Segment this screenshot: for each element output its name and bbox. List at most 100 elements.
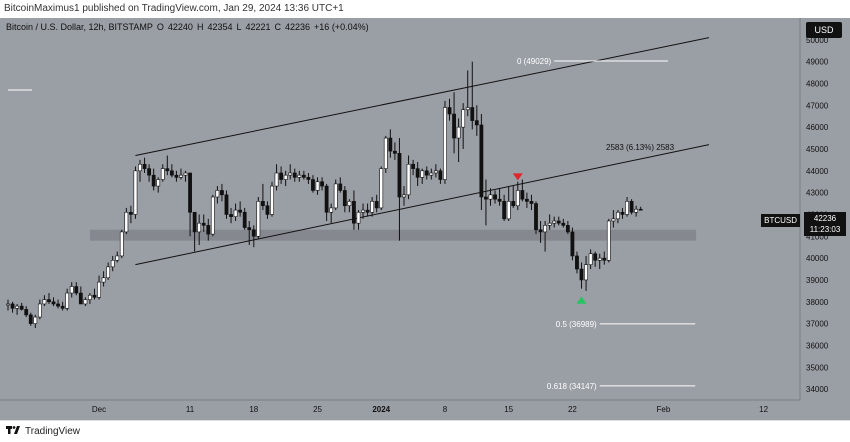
price-tick-label: 48000 [806, 79, 829, 88]
candle-body [270, 185, 274, 215]
fib-level-label: 2583 (6.13%) 2583 [606, 143, 675, 152]
channel-upper-line [135, 37, 710, 157]
time-tick-label: 8 [443, 405, 448, 414]
fib-level-label: 0.5 (36989) [556, 320, 597, 329]
candle-body [329, 207, 334, 213]
channel-lower-line [135, 144, 710, 266]
price-tick-label: 46000 [806, 123, 829, 132]
candle-body [629, 201, 634, 213]
candle-body [119, 231, 124, 257]
candle-body [315, 181, 320, 191]
candle-body [379, 168, 384, 209]
candle-body [406, 163, 411, 196]
candle-body [474, 120, 479, 126]
candle-body [602, 257, 607, 261]
candle-body [506, 201, 511, 220]
price-tick-label: 43000 [806, 189, 829, 198]
candle-body [625, 201, 629, 215]
currency-button[interactable]: USD [806, 22, 842, 38]
candle-body [392, 150, 397, 154]
publication-text: BitcoinMaximus1 published on TradingView… [4, 3, 344, 14]
time-tick-label: 18 [249, 405, 258, 414]
candle-body [56, 303, 60, 307]
candle-body [324, 185, 329, 213]
time-tick-label: 15 [504, 405, 513, 414]
candle-body [215, 190, 220, 198]
symbol-title[interactable]: Bitcoin / U.S. Dollar, 12h, BITSTAMP [6, 22, 153, 32]
candle-body [78, 292, 83, 305]
candle-body [397, 153, 402, 198]
candle-body [311, 179, 315, 191]
candle-body [479, 124, 484, 198]
candle-body [552, 220, 557, 224]
symbol-info-row: Bitcoin / U.S. Dollar, 12h, BITSTAMP O 42… [6, 22, 369, 32]
candle-body [283, 174, 288, 180]
candle-body [142, 163, 147, 169]
candlestick-chart[interactable]: 0 (49029) 2583 (6.13%) 2583 0.5 (36989) 0.6… [0, 18, 850, 420]
candle-body [224, 194, 229, 215]
price-tick-label: 44000 [806, 167, 829, 176]
candle-body [556, 220, 561, 224]
candle-body [470, 107, 475, 121]
candle-body [538, 229, 543, 233]
candle-body [47, 299, 51, 303]
candle-body [288, 172, 293, 176]
candle-body [74, 286, 79, 294]
candle-body [565, 225, 570, 233]
candle-body [520, 190, 525, 200]
candle-body [210, 196, 215, 235]
candle-body [19, 305, 24, 310]
candle-body [297, 174, 302, 178]
candle-body [37, 303, 42, 318]
candle-body [461, 109, 466, 128]
candle-body [456, 126, 461, 139]
price-tick-label: 39000 [806, 276, 829, 285]
candle-body [616, 211, 620, 220]
candle-body [374, 201, 379, 209]
candle-body [420, 170, 425, 178]
candle-body [429, 172, 434, 176]
candle-body [301, 174, 306, 178]
candle-body [15, 305, 20, 309]
candle-body [256, 201, 261, 237]
candle-body [584, 264, 588, 281]
candle-body [97, 281, 101, 298]
candle-body [320, 181, 324, 187]
candle-body [638, 208, 643, 211]
bar-countdown: 11:23:03 [809, 225, 841, 234]
candle-body [411, 163, 416, 169]
candle-body [383, 137, 388, 169]
bullish-marker-icon [576, 296, 587, 304]
pair-label: BTCUSD [761, 214, 800, 227]
candle-body [529, 201, 534, 204]
candle-body [465, 107, 470, 110]
support-zone [89, 229, 697, 241]
candle-body [251, 229, 256, 237]
candle-body [201, 222, 206, 226]
candle-body [60, 305, 65, 309]
candle-body [534, 203, 538, 231]
candle-body [292, 172, 297, 178]
footer-brand[interactable]: TradingView [25, 426, 81, 437]
candle-body [433, 170, 438, 174]
time-tick-label: Feb [657, 405, 671, 414]
candle-body [361, 209, 365, 213]
candle-body [347, 201, 352, 207]
candle-body [452, 113, 456, 139]
candle-body [6, 303, 10, 306]
candle-body [634, 208, 639, 213]
candle-body [33, 316, 38, 324]
price-tick-label: 47000 [806, 101, 829, 110]
price-tick-label: 34000 [806, 385, 829, 394]
chart-area[interactable]: 0 (49029) 2583 (6.13%) 2583 0.5 (36989) 0.6… [0, 18, 850, 420]
price-tick-label: 50000 [806, 36, 829, 45]
time-tick-label: 22 [568, 405, 577, 414]
candle-body [238, 209, 243, 213]
candle-body [92, 294, 97, 298]
candle-body [183, 172, 188, 176]
candle-body [147, 168, 152, 176]
candle-body [106, 266, 111, 279]
candle-body [415, 168, 420, 178]
candle-body [233, 209, 238, 217]
candle-body [575, 255, 579, 270]
